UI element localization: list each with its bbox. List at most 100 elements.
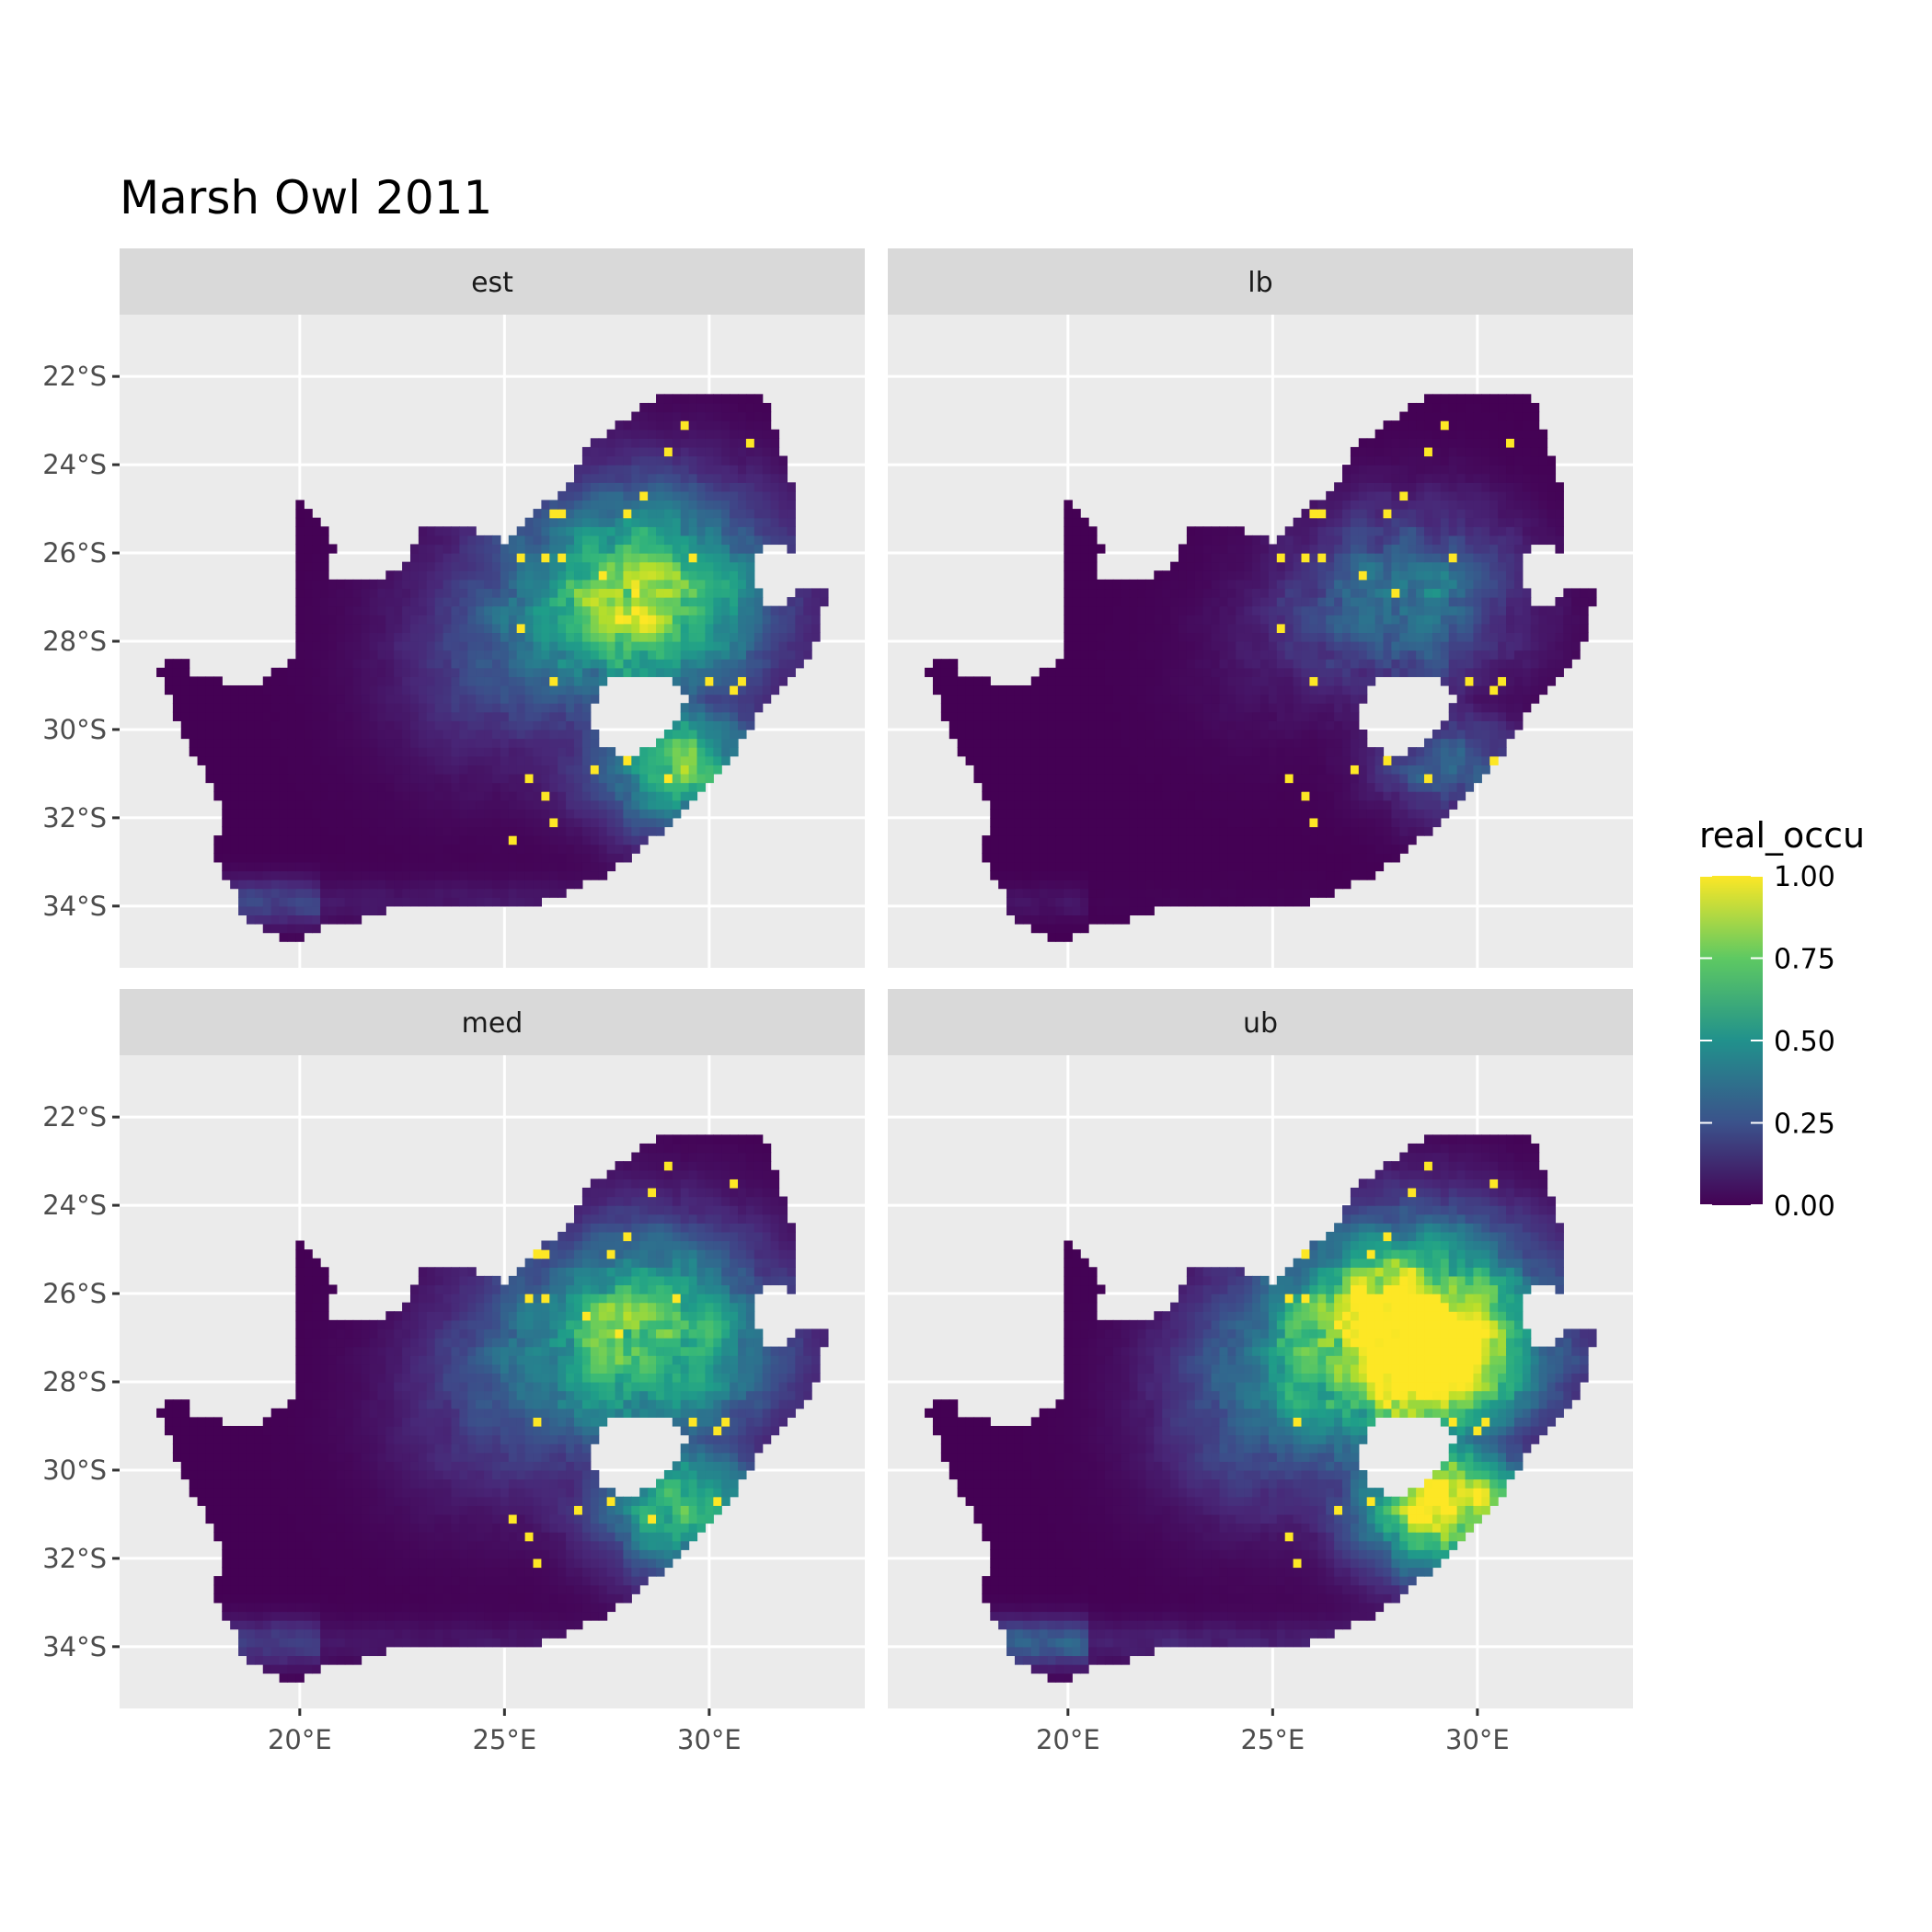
raster-cell bbox=[1473, 650, 1482, 660]
raster-cell bbox=[680, 720, 690, 730]
raster-cell bbox=[1072, 870, 1081, 880]
raster-cell bbox=[1202, 861, 1213, 872]
raster-cell bbox=[1366, 835, 1376, 845]
raster-cell bbox=[451, 729, 460, 740]
raster-cell bbox=[508, 853, 518, 863]
raster-cell bbox=[598, 747, 608, 757]
raster-cell bbox=[1391, 826, 1400, 836]
raster-cell bbox=[409, 897, 420, 907]
raster-cell bbox=[1301, 755, 1311, 765]
raster-cell bbox=[566, 632, 575, 642]
raster-cell bbox=[1301, 817, 1311, 828]
raster-cell bbox=[990, 738, 999, 748]
raster-cell bbox=[287, 729, 296, 740]
raster-cell bbox=[1350, 676, 1360, 686]
raster-cell bbox=[304, 526, 313, 536]
raster-cell bbox=[705, 473, 714, 483]
raster-cell bbox=[533, 676, 543, 686]
raster-cell bbox=[713, 729, 722, 740]
raster-cell bbox=[1022, 703, 1032, 713]
raster-cell bbox=[1317, 791, 1327, 801]
raster-cell bbox=[738, 517, 747, 527]
raster-cell bbox=[402, 623, 411, 634]
raster-cell bbox=[246, 897, 256, 907]
raster-cell bbox=[1252, 809, 1261, 819]
raster-cell bbox=[312, 676, 321, 686]
raster-cell bbox=[623, 544, 632, 554]
raster-cell bbox=[1202, 738, 1213, 748]
raster-cell bbox=[295, 659, 305, 669]
raster-cell bbox=[1424, 791, 1433, 801]
raster-cell bbox=[730, 438, 739, 448]
raster-cell bbox=[541, 597, 550, 607]
raster-cell bbox=[672, 509, 682, 519]
raster-cell bbox=[1227, 888, 1236, 898]
raster-cell bbox=[1563, 597, 1572, 607]
raster-cell bbox=[402, 632, 411, 642]
raster-cell bbox=[254, 773, 264, 784]
raster-cell bbox=[590, 465, 600, 475]
raster-cell bbox=[394, 880, 403, 890]
raster-cell bbox=[574, 861, 583, 872]
raster-cell bbox=[320, 861, 329, 872]
raster-cell bbox=[409, 570, 420, 581]
raster-cell bbox=[1137, 676, 1146, 686]
raster-cell bbox=[352, 615, 362, 625]
raster-cell bbox=[615, 605, 625, 615]
raster-cell bbox=[394, 659, 403, 669]
raster-cell bbox=[574, 588, 583, 598]
raster-cell bbox=[352, 694, 362, 704]
raster-cell bbox=[1022, 888, 1032, 898]
raster-cell bbox=[1039, 684, 1049, 696]
raster-cell bbox=[738, 465, 747, 475]
raster-cell bbox=[1227, 703, 1236, 713]
raster-cell bbox=[1456, 791, 1466, 801]
raster-cell bbox=[1408, 826, 1417, 836]
raster-cell bbox=[279, 888, 289, 898]
raster-cell bbox=[533, 747, 543, 757]
raster-cell bbox=[1072, 773, 1081, 784]
raster-cell bbox=[524, 588, 535, 598]
raster-cell bbox=[648, 561, 657, 571]
raster-cell bbox=[361, 765, 371, 775]
raster-cell bbox=[949, 684, 959, 696]
raster-cell bbox=[656, 465, 665, 475]
raster-cell bbox=[230, 729, 239, 740]
raster-cell bbox=[590, 579, 600, 590]
raster-cell bbox=[721, 570, 730, 581]
raster-cell bbox=[1334, 826, 1343, 836]
raster-cell bbox=[328, 905, 338, 916]
raster-cell bbox=[336, 914, 346, 925]
raster-cell bbox=[1088, 711, 1098, 721]
raster-cell bbox=[1342, 738, 1351, 748]
raster-cell bbox=[1039, 738, 1049, 748]
raster-cell bbox=[304, 914, 313, 925]
raster-cell bbox=[688, 535, 698, 546]
raster-cell bbox=[1227, 791, 1236, 801]
raster-cell bbox=[230, 738, 239, 748]
raster-cell bbox=[1448, 765, 1458, 775]
raster-cell bbox=[1162, 888, 1171, 898]
raster-cell bbox=[581, 703, 592, 713]
raster-cell bbox=[803, 641, 812, 651]
raster-cell bbox=[1260, 623, 1270, 634]
raster-cell bbox=[606, 765, 616, 775]
raster-cell bbox=[467, 720, 477, 730]
raster-cell bbox=[254, 870, 264, 880]
raster-cell bbox=[663, 420, 673, 431]
raster-cell bbox=[1186, 782, 1196, 792]
raster-cell bbox=[1547, 641, 1557, 651]
raster-cell bbox=[1456, 773, 1466, 784]
raster-cell bbox=[1170, 694, 1179, 704]
raster-cell bbox=[1522, 667, 1532, 677]
raster-cell bbox=[623, 455, 632, 466]
raster-cell bbox=[443, 650, 453, 660]
raster-cell bbox=[721, 455, 730, 466]
raster-cell bbox=[631, 667, 640, 677]
raster-cell bbox=[590, 615, 600, 625]
raster-cell bbox=[1211, 791, 1221, 801]
raster-cell bbox=[1465, 615, 1475, 625]
raster-cell bbox=[426, 870, 436, 880]
raster-cell bbox=[1145, 870, 1155, 880]
raster-cell bbox=[1276, 773, 1286, 784]
